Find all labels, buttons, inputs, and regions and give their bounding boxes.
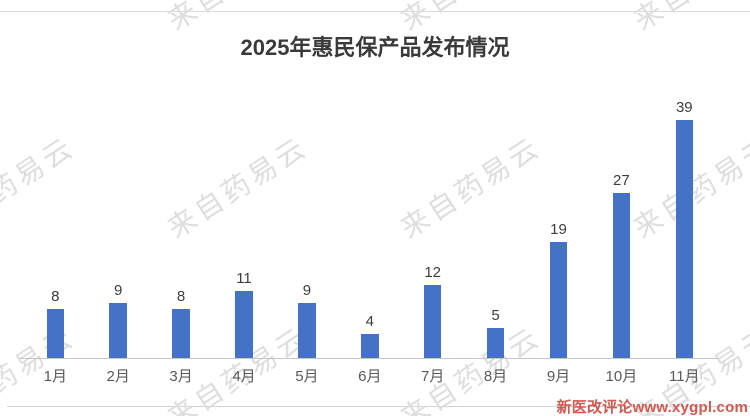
bar-value-label-8月: 5 (491, 306, 500, 324)
bar-value-label-1月: 8 (51, 288, 60, 306)
bottom-border-line (7, 406, 750, 407)
bar-3月 (172, 309, 190, 358)
x-axis-label-4月: 4月 (232, 368, 256, 385)
x-axis-label-1月: 1月 (43, 368, 67, 385)
bar-5月 (298, 303, 316, 358)
bar-value-label-5月: 9 (302, 282, 312, 300)
bar-value-label-7月: 12 (424, 263, 442, 281)
bar-value-label-3月: 8 (176, 288, 186, 306)
x-axis-label-3月: 3月 (169, 368, 193, 385)
bar-8月 (486, 327, 505, 358)
x-axis-label-10月: 10月 (605, 368, 638, 385)
x-axis-line (20, 358, 718, 359)
x-axis-label-2月: 2月 (106, 368, 130, 385)
x-axis-label-8月: 8月 (483, 368, 508, 385)
x-axis-label-7月: 7月 (421, 368, 445, 385)
x-axis-label-6月: 6月 (358, 368, 382, 385)
bar-9月 (549, 242, 568, 358)
bar-value-label-2月: 9 (114, 282, 123, 300)
bar-4月 (235, 290, 253, 358)
bar-value-label-11月: 39 (675, 99, 693, 117)
top-border-line (0, 11, 750, 12)
bar-value-label-9月: 19 (550, 221, 567, 239)
bar-2月 (109, 303, 127, 358)
bar-value-label-6月: 4 (365, 312, 374, 330)
source-credit: 新医改评论www.xygpl.com (556, 399, 748, 416)
x-axis-label-11月: 11月 (669, 368, 700, 385)
bar-value-label-10月: 27 (613, 172, 630, 190)
chart-title: 2025年惠民保产品发布情况 (240, 35, 510, 60)
bar-6月 (361, 333, 379, 358)
x-axis-label-9月: 9月 (546, 368, 571, 385)
bar-value-label-4月: 11 (236, 269, 252, 287)
bar-7月 (423, 284, 442, 358)
bar-1月 (46, 309, 65, 358)
x-axis-label-5月: 5月 (295, 368, 319, 385)
bar-11月 (675, 120, 694, 358)
bar-10月 (612, 193, 631, 358)
